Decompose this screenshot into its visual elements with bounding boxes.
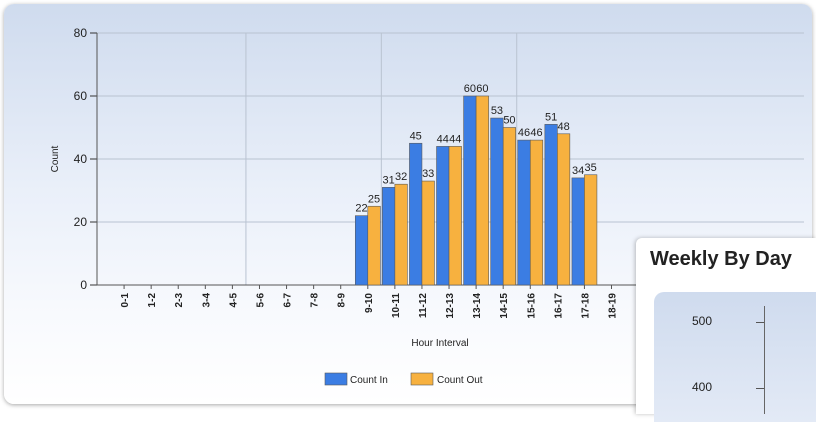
data-label-count-out-15-16: 46 bbox=[530, 127, 542, 139]
data-label-count-out-16-17: 48 bbox=[557, 121, 569, 133]
bar-count-out-9-10 bbox=[367, 205, 381, 286]
bar-count-in-17-18 bbox=[571, 177, 585, 286]
legend-label-count-in: Count In bbox=[350, 375, 388, 386]
weekly-y-tick-500: 500 bbox=[692, 314, 713, 328]
data-label-count-out-17-18: 35 bbox=[585, 162, 597, 174]
bar-count-in-12-13 bbox=[436, 146, 450, 286]
y-tick-label-20: 20 bbox=[74, 215, 88, 229]
bar-count-out-17-18 bbox=[584, 174, 598, 286]
legend-swatch-count-out bbox=[410, 372, 434, 386]
weekly-by-day-chart-area bbox=[654, 292, 816, 422]
data-label-count-in-10-11: 31 bbox=[382, 174, 394, 186]
x-tick-label-4-5: 4-5 bbox=[228, 293, 239, 308]
weekly-y-axis bbox=[764, 306, 765, 414]
weekly-y-tick-mark-500 bbox=[756, 322, 764, 323]
x-tick-label-7-8: 7-8 bbox=[310, 293, 321, 308]
weekly-y-tick-400: 400 bbox=[692, 380, 713, 394]
data-label-count-in-16-17: 51 bbox=[545, 111, 557, 123]
x-tick-label-5-6: 5-6 bbox=[255, 293, 266, 308]
bar-count-in-10-11 bbox=[382, 187, 396, 286]
data-label-count-out-13-14: 60 bbox=[476, 83, 488, 95]
legend-swatch-count-in bbox=[324, 372, 348, 386]
x-tick-label-13-14: 13-14 bbox=[472, 293, 483, 319]
bar-count-out-11-12 bbox=[421, 180, 435, 286]
legend-label-count-out: Count Out bbox=[437, 375, 483, 386]
x-tick-label-18-19: 18-19 bbox=[608, 293, 619, 319]
data-label-count-in-13-14: 60 bbox=[464, 83, 476, 95]
weekly-y-tick-mark-400 bbox=[756, 388, 764, 389]
data-label-count-out-9-10: 25 bbox=[368, 193, 380, 205]
x-tick-label-0-1: 0-1 bbox=[120, 293, 131, 308]
bar-count-in-11-12 bbox=[409, 142, 423, 286]
x-tick-label-17-18: 17-18 bbox=[580, 293, 591, 319]
x-tick-label-9-10: 9-10 bbox=[364, 293, 375, 313]
data-label-count-in-15-16: 46 bbox=[518, 127, 530, 139]
x-tick-label-1-2: 1-2 bbox=[147, 293, 158, 308]
x-axis-label: Hour Interval bbox=[411, 338, 468, 349]
data-label-count-in-11-12: 45 bbox=[410, 130, 422, 142]
bar-count-out-12-13 bbox=[448, 146, 462, 286]
data-label-count-in-9-10: 22 bbox=[355, 203, 367, 215]
data-label-count-in-17-18: 34 bbox=[572, 165, 584, 177]
bar-count-in-14-15 bbox=[490, 117, 504, 286]
bar-count-in-13-14 bbox=[463, 95, 477, 286]
bar-count-out-16-17 bbox=[557, 133, 571, 286]
data-label-count-out-11-12: 33 bbox=[422, 168, 434, 180]
x-tick-label-10-11: 10-11 bbox=[391, 293, 402, 318]
bar-count-out-15-16 bbox=[529, 139, 544, 286]
x-tick-label-16-17: 16-17 bbox=[553, 293, 564, 319]
data-label-count-in-14-15: 53 bbox=[491, 105, 503, 117]
x-tick-label-2-3: 2-3 bbox=[174, 293, 185, 308]
weekly-by-day-title: Weekly By Day bbox=[650, 248, 792, 270]
x-tick-label-8-9: 8-9 bbox=[337, 293, 348, 308]
x-tick-label-15-16: 15-16 bbox=[526, 293, 537, 319]
y-tick-label-0: 0 bbox=[80, 278, 87, 292]
y-tick-label-60: 60 bbox=[74, 89, 88, 103]
bar-count-out-14-15 bbox=[502, 127, 516, 286]
y-axis-label: Count bbox=[50, 145, 61, 172]
y-tick-label-40: 40 bbox=[74, 152, 88, 166]
x-tick-label-6-7: 6-7 bbox=[283, 293, 294, 308]
bar-count-in-15-16 bbox=[517, 139, 531, 286]
data-label-count-out-10-11: 32 bbox=[395, 171, 407, 183]
weekly-by-day-card: Weekly By Day bbox=[636, 238, 816, 422]
bar-count-in-9-10 bbox=[354, 215, 369, 286]
bar-count-out-10-11 bbox=[394, 183, 408, 286]
x-tick-label-12-13: 12-13 bbox=[445, 293, 456, 319]
bar-count-out-13-14 bbox=[475, 95, 489, 286]
x-tick-label-14-15: 14-15 bbox=[499, 293, 510, 319]
bar-count-in-16-17 bbox=[544, 124, 558, 286]
y-tick-label-80: 80 bbox=[74, 26, 88, 40]
x-tick-label-11-12: 11-12 bbox=[418, 293, 429, 318]
data-label-count-in-12-13: 44 bbox=[437, 133, 449, 145]
data-label-count-out-14-15: 50 bbox=[503, 115, 515, 127]
data-label-count-out-12-13: 44 bbox=[449, 133, 461, 145]
x-tick-label-3-4: 3-4 bbox=[201, 293, 212, 308]
